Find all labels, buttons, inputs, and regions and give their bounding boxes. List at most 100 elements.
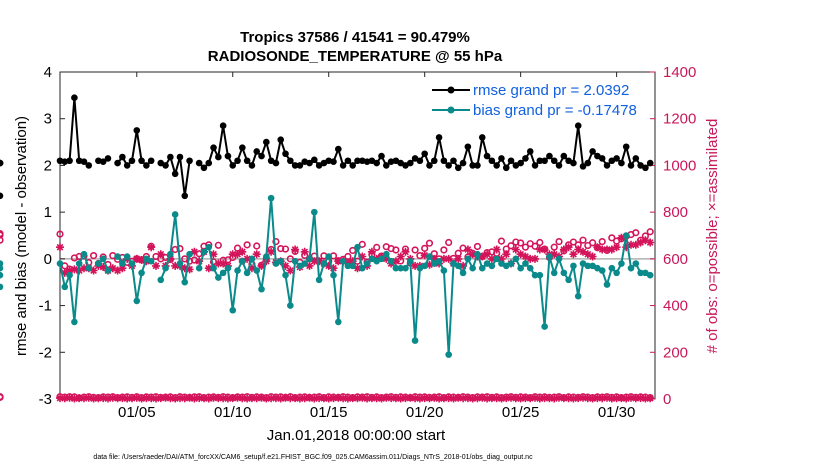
rmse-point <box>119 153 126 161</box>
rmse-point <box>287 157 294 165</box>
obs-assimilated-marker-bottom <box>65 393 74 402</box>
obs-assimilated-marker-bottom <box>612 394 621 403</box>
rmse-point <box>459 159 467 167</box>
obs-assimilated-marker-bottom <box>271 394 280 403</box>
bias-point <box>454 262 462 270</box>
bias-point <box>61 283 69 291</box>
rmse-point <box>642 164 649 172</box>
bias-point <box>167 250 174 258</box>
obs-assimilated-marker-bottom <box>267 394 276 403</box>
rmse-point <box>613 155 620 162</box>
rmse-point <box>167 153 174 161</box>
rmse-point <box>143 162 150 169</box>
rmse-point <box>104 155 112 162</box>
obs-assimilated-marker <box>367 247 376 256</box>
rmse-point <box>243 157 251 165</box>
rmse-point <box>335 145 342 153</box>
bias-point <box>488 262 496 270</box>
obs-assimilated-marker <box>641 236 650 245</box>
obs-assimilated-marker-bottom <box>200 394 208 403</box>
rmse-point <box>282 150 289 158</box>
rmse-point <box>123 162 131 169</box>
bias-point <box>243 269 251 277</box>
y-axis-label-right: # of obs: o=possible; ×=assimilated <box>704 119 721 354</box>
obs-assimilated-marker <box>358 252 367 261</box>
obs-possible-marker <box>521 243 530 251</box>
obs-assimilated-marker <box>497 254 506 263</box>
obs-assimilated-marker-bottom <box>75 394 84 403</box>
bias-point <box>133 297 141 305</box>
rmse-point <box>507 157 515 165</box>
obs-assimilated-marker-bottom <box>430 393 439 402</box>
obs-assimilated-marker-bottom <box>329 394 338 403</box>
obs-assimilated-marker-bottom <box>300 394 309 403</box>
obs-assimilated-marker <box>463 245 472 254</box>
bias-point <box>603 281 611 288</box>
legend-label-bias: bias grand pr = -0.17478 <box>473 102 637 119</box>
bias-point <box>335 318 342 326</box>
obs-assimilated-marker-bottom <box>535 394 544 403</box>
bias-point <box>195 264 203 272</box>
rmse-point <box>445 162 452 169</box>
obs-assimilated-marker <box>108 264 117 273</box>
rmse-point <box>234 157 241 165</box>
obs-assimilated-marker-bottom <box>243 394 252 403</box>
rmse-point <box>195 159 203 167</box>
rmse-point <box>440 157 448 165</box>
bias-point <box>469 264 476 272</box>
obs-assimilated-marker <box>535 245 544 254</box>
rmse-point <box>99 158 107 165</box>
obs-assimilated-marker-bottom <box>223 394 232 403</box>
y-tick-label-left: 4 <box>44 64 52 81</box>
obs-assimilated-marker <box>502 250 511 259</box>
rmse-point <box>128 157 136 165</box>
bias-point <box>349 262 357 270</box>
rmse-point <box>618 159 625 167</box>
rmse-point <box>382 162 390 169</box>
bias-point <box>378 255 385 263</box>
obs-assimilated-marker <box>492 245 501 254</box>
rmse-point <box>219 122 227 130</box>
obs-assimilated-marker <box>190 247 199 256</box>
obs-assimilated-marker-bottom <box>209 393 218 402</box>
obs-assimilated-marker <box>315 257 324 266</box>
rmse-point <box>435 134 443 141</box>
obs-assimilated-marker-bottom <box>521 394 530 403</box>
y-tick-label-right: 1000 <box>663 157 696 174</box>
bias-point <box>306 255 313 263</box>
obs-assimilated-marker-bottom <box>401 394 410 403</box>
obs-assimilated-marker <box>391 257 400 266</box>
obs-possible-marker <box>272 237 280 246</box>
y-tick-label-right: 600 <box>663 251 688 268</box>
obs-assimilated-marker <box>569 250 578 259</box>
obs-assimilated-marker <box>132 254 141 263</box>
obs-assimilated-marker-bottom <box>70 394 79 403</box>
x-axis-label: Jan.01,2018 00:00:00 start <box>267 427 446 444</box>
bias-point <box>181 278 189 286</box>
obs-assimilated-marker-bottom <box>502 394 511 403</box>
y-tick-label-left: -2 <box>39 344 52 361</box>
rmse-point <box>349 162 357 169</box>
rmse-point <box>378 152 385 160</box>
obs-assimilated-marker-bottom <box>463 394 472 403</box>
bias-point <box>215 274 222 281</box>
obs-assimilated-marker <box>478 252 487 261</box>
bias-point <box>229 306 237 314</box>
obs-assimilated-marker-bottom <box>257 393 266 402</box>
bias-point <box>608 264 616 272</box>
obs-possible-marker <box>56 230 64 238</box>
bias-point <box>598 267 606 274</box>
obs-assimilated-marker-bottom <box>372 394 381 403</box>
bias-point <box>632 260 640 267</box>
obs-assimilated-marker-bottom <box>545 394 554 403</box>
bias-point <box>440 267 448 274</box>
obs-assimilated-marker-bottom <box>435 394 444 403</box>
obs-assimilated-marker-bottom <box>195 394 204 403</box>
obs-assimilated-marker <box>420 251 429 260</box>
bias-point <box>210 264 217 272</box>
obs-assimilated-marker-bottom <box>497 394 506 403</box>
obs-assimilated-marker <box>459 261 468 270</box>
obs-assimilated-marker <box>607 245 616 254</box>
rmse-point <box>454 164 462 172</box>
